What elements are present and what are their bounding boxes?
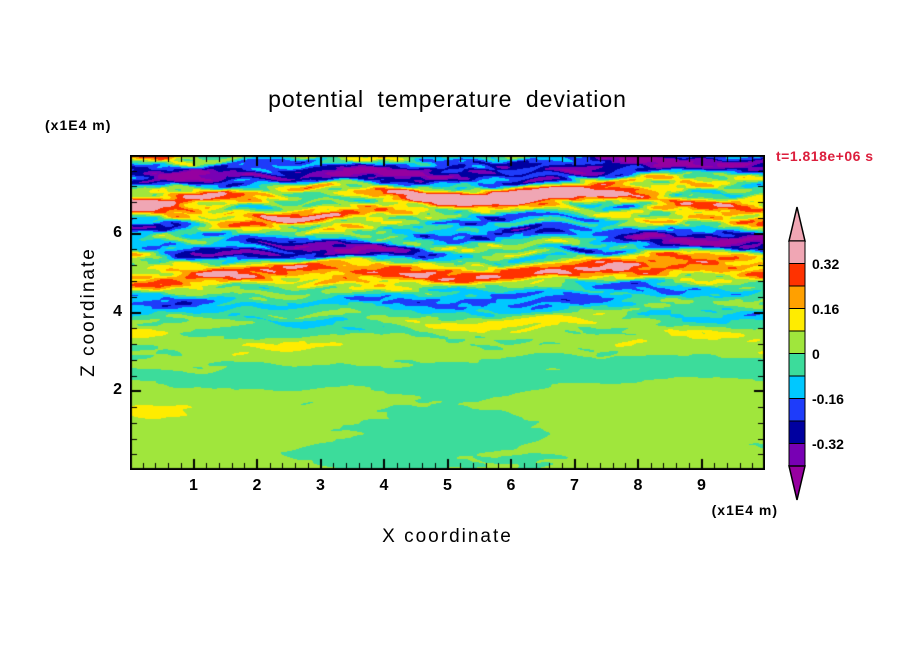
z-tick-label: 6	[113, 223, 122, 241]
colorbar-cell	[788, 443, 806, 467]
x-tick-label: 1	[189, 477, 198, 494]
colorbar	[788, 206, 806, 501]
x-axis-unit-label: (x1E4 m)	[711, 502, 778, 518]
colorbar-cell	[788, 308, 806, 332]
z-tick-label: 4	[113, 302, 122, 320]
colorbar-cell	[788, 263, 806, 287]
heatmap-plot	[130, 155, 765, 470]
colorbar-bottom-arrow	[788, 465, 806, 501]
colorbar-cell	[788, 420, 806, 444]
x-tick-label: 2	[252, 477, 262, 494]
colorbar-cell	[788, 398, 806, 422]
colorbar-tick-label: 0.32	[812, 255, 840, 272]
colorbar-cell	[788, 353, 806, 377]
time-annotation: t=1.818e+06 s	[776, 148, 874, 164]
colorbar-tick-label: 0.16	[812, 300, 840, 317]
colorbar-tick-label: 0	[812, 345, 820, 362]
colorbar-cell	[788, 375, 806, 399]
x-axis-title: X coordinate	[382, 526, 513, 547]
chart-title: potential temperature deviation	[268, 86, 627, 112]
x-tick-label: 3	[316, 477, 325, 494]
colorbar-cell	[788, 240, 806, 264]
z-axis-unit-label: (x1E4 m)	[45, 117, 112, 133]
x-tick-label: 4	[379, 477, 389, 494]
x-tick-label: 6	[506, 477, 516, 494]
z-tick-label: 2	[113, 381, 122, 399]
colorbar-cell	[788, 330, 806, 354]
colorbar-tick-label: -0.32	[812, 435, 844, 452]
colorbar-top-arrow	[788, 206, 806, 242]
colorbar-cell	[788, 285, 806, 309]
x-tick-label: 9	[697, 477, 706, 494]
x-tick-label: 5	[443, 477, 452, 494]
colorbar-tick-label: -0.16	[812, 390, 844, 407]
x-tick-label: 7	[570, 477, 579, 494]
x-tick-label: 8	[633, 477, 643, 494]
